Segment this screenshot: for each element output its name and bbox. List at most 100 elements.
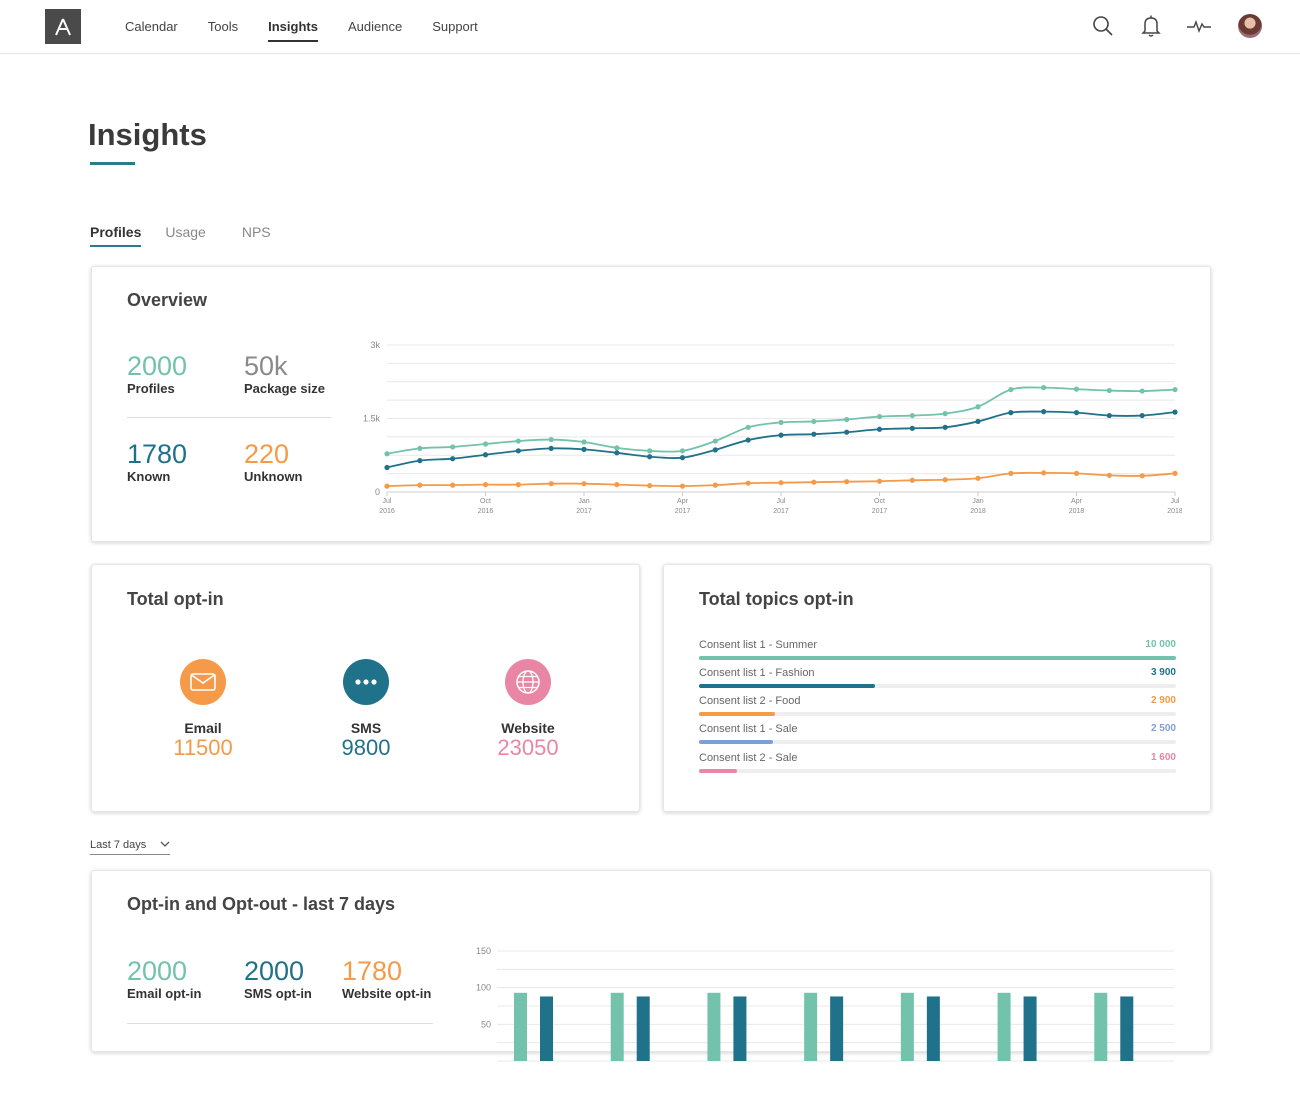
- nav-item-audience[interactable]: Audience: [347, 19, 403, 34]
- topic-row: Consent list 2 - Food 2 900: [699, 695, 1176, 723]
- x-tick-label: 2017: [576, 508, 592, 515]
- data-point: [1172, 386, 1178, 393]
- stat-profiles: 2000 Profiles: [127, 351, 187, 396]
- topic-progress-track: [699, 740, 1176, 744]
- nav-item-support[interactable]: Support: [432, 19, 478, 34]
- x-tick-label: 2017: [773, 508, 789, 515]
- topic-value: 10 000: [1145, 639, 1176, 650]
- y-tick-label: 3k: [370, 340, 380, 350]
- topic-value: 2 500: [1150, 723, 1176, 734]
- data-point: [1172, 409, 1178, 415]
- stats-divider: [127, 417, 331, 418]
- stat-unknown: 220 Unknown: [244, 439, 303, 484]
- activity-button[interactable]: [1186, 13, 1212, 39]
- bar: [1023, 996, 1037, 1061]
- topic-value: 1 600: [1150, 752, 1176, 763]
- stat-email-optin: 2000 Email opt-in: [127, 956, 201, 1001]
- data-point: [1172, 470, 1178, 476]
- x-tick-label: 2016: [379, 508, 395, 515]
- topic-progress-track: [699, 684, 1176, 688]
- y-tick-label: 1.5k: [363, 414, 381, 424]
- data-point: [1106, 472, 1112, 478]
- weekly-title: Opt-in and Opt-out - last 7 days: [127, 894, 396, 914]
- data-point: [548, 436, 554, 443]
- data-point: [1106, 412, 1112, 419]
- globe-icon: [516, 670, 540, 694]
- y-tick-label: 0: [375, 487, 380, 497]
- data-point: [1008, 470, 1014, 476]
- data-point: [1073, 410, 1080, 416]
- data-point: [482, 441, 489, 447]
- x-tick-label: Jan: [972, 498, 983, 505]
- data-point: [647, 483, 653, 489]
- x-tick-label: Oct: [874, 498, 885, 505]
- user-avatar[interactable]: [1238, 14, 1262, 38]
- sms-badge: [343, 659, 389, 705]
- x-tick-label: 2018: [1069, 508, 1085, 515]
- data-point: [975, 418, 981, 425]
- data-point: [712, 482, 718, 488]
- data-point: [778, 432, 784, 438]
- data-point: [811, 431, 817, 437]
- date-range-select[interactable]: Last 7 days: [90, 839, 170, 855]
- data-point: [778, 419, 784, 426]
- stat-known: 1780 Known: [127, 439, 187, 484]
- data-point: [482, 482, 489, 488]
- data-point: [942, 424, 948, 430]
- search-button[interactable]: [1090, 13, 1116, 39]
- data-point: [417, 458, 423, 464]
- x-tick-label: 2017: [872, 508, 888, 515]
- data-point: [1041, 470, 1047, 476]
- y-tick-label: 50: [481, 1019, 491, 1029]
- bar: [636, 996, 650, 1061]
- data-point: [844, 429, 850, 435]
- y-tick-label: 150: [476, 946, 491, 956]
- tab-nps[interactable]: NPS: [241, 224, 271, 240]
- data-point: [417, 482, 423, 488]
- optin-sms: SMS 9800: [306, 659, 426, 760]
- stat-sms-optin: 2000 SMS opt-in: [244, 956, 312, 1001]
- bar: [540, 996, 553, 1061]
- optin-website-value: 23050: [497, 735, 559, 760]
- tab-profiles[interactable]: Profiles: [90, 224, 142, 247]
- bar: [733, 996, 747, 1061]
- nav-item-insights[interactable]: Insights: [268, 0, 318, 53]
- x-tick-label: Jul: [777, 498, 786, 505]
- optin-sms-value: 9800: [341, 735, 391, 760]
- x-tick-label: Jan: [578, 498, 589, 505]
- top-actions: [1068, 13, 1262, 39]
- data-point: [548, 481, 554, 487]
- search-icon: [1093, 16, 1113, 36]
- data-point: [515, 438, 521, 444]
- y-tick-label: 100: [476, 983, 491, 993]
- topic-progress-track: [699, 656, 1176, 660]
- data-point: [450, 456, 456, 462]
- stat-website-optin-label: Website opt-in: [342, 986, 432, 1001]
- data-point: [975, 404, 981, 410]
- bar: [804, 992, 818, 1061]
- data-point: [1139, 473, 1145, 479]
- data-point: [417, 445, 423, 451]
- data-point: [581, 439, 587, 445]
- stat-profiles-label: Profiles: [127, 381, 175, 396]
- x-tick-label: Jul: [383, 498, 392, 505]
- topic-row: Consent list 1 - Summer 10 000: [699, 639, 1176, 667]
- stat-known-label: Known: [127, 469, 171, 484]
- tab-usage[interactable]: Usage: [165, 224, 206, 240]
- data-point: [581, 446, 587, 452]
- data-point: [679, 455, 686, 461]
- data-point: [712, 438, 718, 444]
- topic-value: 2 900: [1150, 695, 1176, 706]
- data-point: [712, 447, 718, 453]
- app-logo[interactable]: [45, 9, 81, 44]
- topic-name: Consent list 1 - Sale: [699, 723, 798, 735]
- stat-profiles-value: 2000: [127, 351, 188, 381]
- nav-item-calendar[interactable]: Calendar: [125, 19, 178, 34]
- notifications-button[interactable]: [1138, 13, 1164, 39]
- data-point: [647, 454, 653, 460]
- data-point: [1008, 386, 1014, 393]
- bar: [900, 992, 914, 1061]
- nav-item-tools[interactable]: Tools: [207, 19, 239, 34]
- weekly-stats-divider: [127, 1023, 433, 1024]
- data-point: [450, 482, 456, 488]
